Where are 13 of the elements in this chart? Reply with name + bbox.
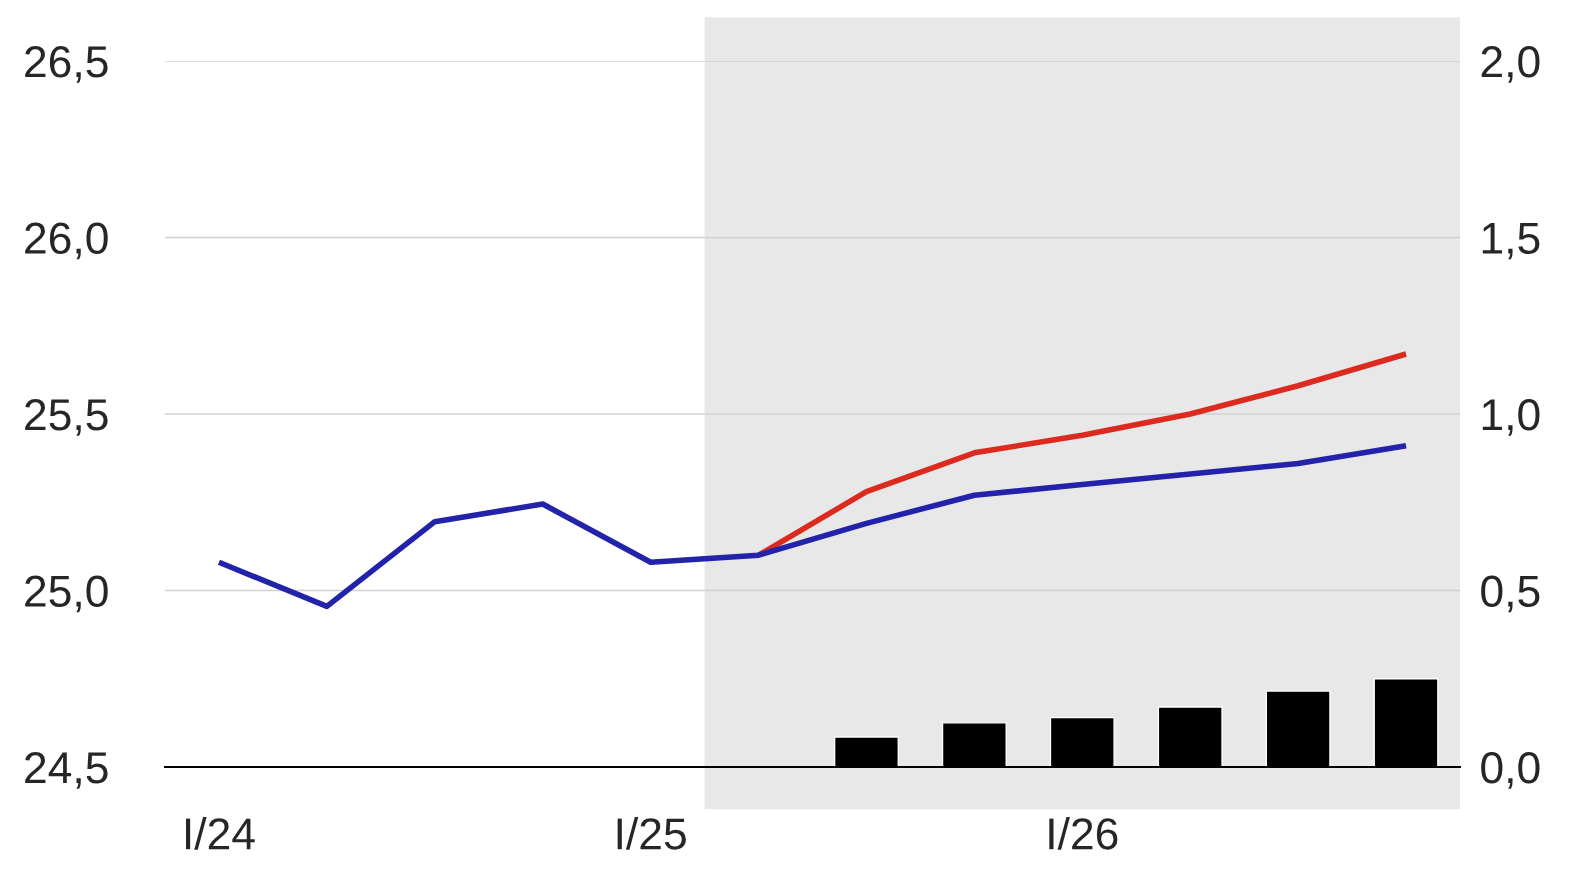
y2-tick-label: 1,0 — [1482, 399, 1540, 436]
y2-tick-label: 0,5 — [1481, 575, 1540, 613]
y-tick-label: 26,5 — [25, 46, 108, 83]
x-tick-label: I/25 — [617, 817, 686, 850]
y-tick-label: 26,0 — [25, 222, 108, 260]
x-tick-label: I/24 — [186, 817, 255, 850]
y2-tick-label: 0,0 — [1481, 752, 1540, 789]
y-tick-label: 25,0 — [25, 575, 108, 613]
y-tick-label: 25,5 — [25, 399, 108, 436]
x-tick-label: I/26 — [1049, 817, 1118, 850]
y-tick-label: 24,5 — [25, 752, 108, 789]
y2-tick-label: 2,0 — [1481, 46, 1540, 83]
y2-tick-label: 1,5 — [1482, 223, 1540, 260]
